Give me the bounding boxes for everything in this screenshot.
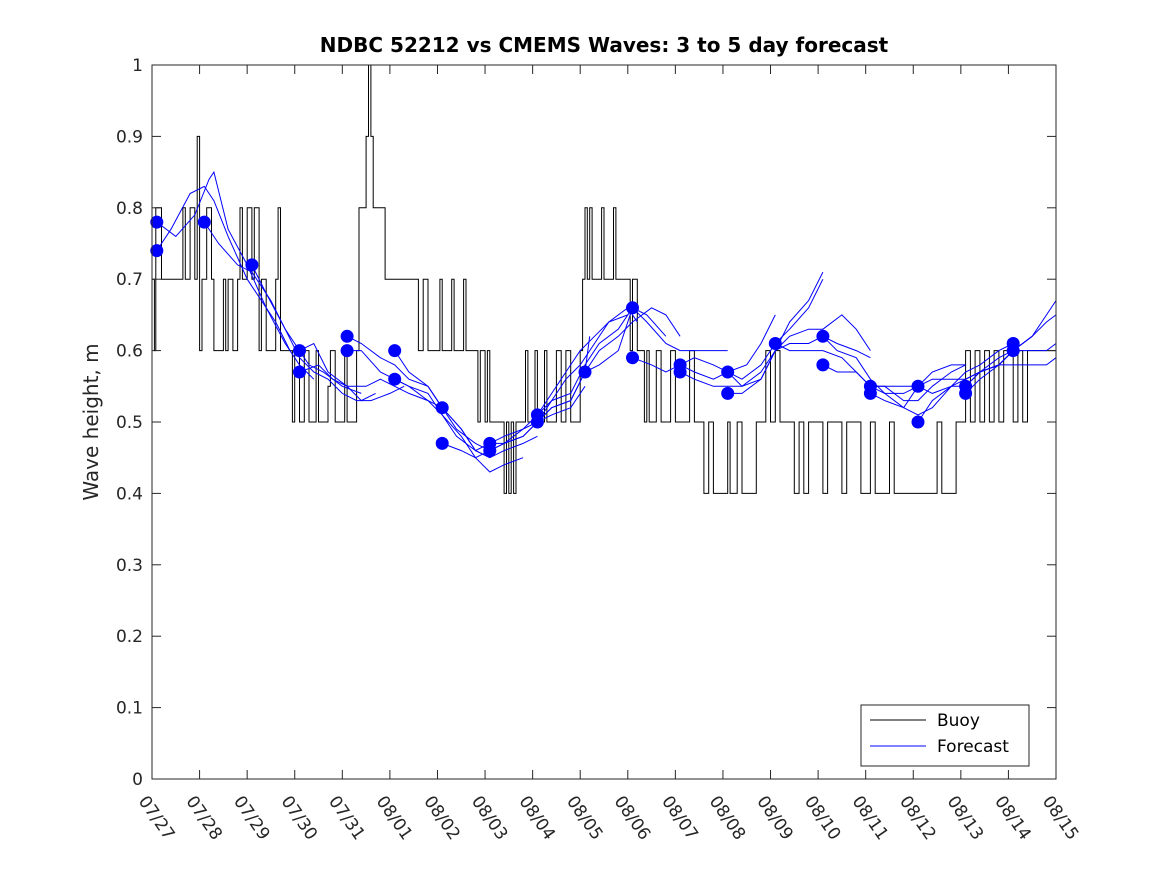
forecast-marker (388, 372, 402, 386)
forecast-marker (150, 215, 164, 229)
forecast-marker (863, 386, 877, 400)
forecast-marker (293, 365, 306, 379)
y-axis-label: Wave height, m (79, 343, 103, 500)
forecast-marker (721, 386, 735, 400)
y-tick-label: 0.3 (116, 556, 143, 576)
forecast-marker (245, 258, 259, 272)
forecast-line-26 (870, 343, 1014, 416)
y-axis-ticks: 0 0.1 0.2 0.3 0.4 0.5 0.6 0.7 0.8 0.9 1 (116, 56, 1056, 790)
y-tick-label: 0.6 (116, 342, 143, 362)
forecast-line-10 (394, 378, 524, 473)
forecast-series (156, 170, 1057, 473)
forecast-line-20 (679, 271, 824, 387)
forecast-line-21 (727, 335, 871, 387)
forecast-line-14 (489, 307, 638, 452)
forecast-marker (435, 436, 449, 450)
forecast-marker (1006, 344, 1020, 358)
forecast-marker (530, 415, 544, 429)
forecast-marker (626, 351, 639, 365)
forecast-line-13 (489, 314, 628, 444)
y-tick-label: 0 (132, 770, 143, 790)
forecast-marker (959, 386, 973, 400)
forecast-markers (150, 215, 1020, 458)
forecast-line-6 (299, 364, 376, 402)
forecast-line-28 (917, 300, 1057, 394)
forecast-line-4 (251, 264, 405, 402)
chart-title: NDBC 52212 vs CMEMS Waves: 3 to 5 day fo… (320, 33, 889, 57)
forecast-line-31 (965, 357, 1057, 394)
forecast-line-23 (775, 343, 918, 387)
forecast-marker (197, 215, 211, 229)
forecast-line-15 (537, 307, 667, 416)
forecast-marker (293, 344, 306, 358)
forecast-marker (483, 444, 497, 458)
forecast-marker (816, 358, 830, 372)
legend-forecast-label: Forecast (937, 737, 1009, 757)
forecast-marker (626, 301, 639, 315)
y-tick-label: 0.9 (116, 127, 143, 147)
forecast-line-5 (299, 342, 443, 409)
legend: Buoy Forecast (860, 704, 1030, 767)
forecast-line-11 (441, 386, 586, 452)
forecast-marker (340, 329, 354, 343)
forecast-marker (388, 344, 402, 358)
forecast-line-17 (584, 306, 728, 373)
forecast-marker (673, 365, 687, 379)
forecast-marker (768, 337, 782, 350)
forecast-marker (816, 329, 830, 343)
forecast-line-16 (537, 307, 681, 423)
forecast-marker (911, 415, 925, 429)
forecast-line-2 (156, 185, 291, 351)
forecast-line-1 (156, 170, 315, 380)
legend-buoy-label: Buoy (937, 711, 980, 731)
forecast-marker (340, 344, 354, 358)
forecast-line-22 (727, 314, 871, 394)
legend-box (860, 704, 1030, 767)
forecast-marker (721, 365, 735, 379)
y-tick-label: 0.7 (116, 270, 143, 290)
y-tick-label: 1 (132, 56, 143, 76)
forecast-line-19 (679, 278, 824, 380)
forecast-marker (578, 365, 592, 379)
y-tick-label: 0.1 (116, 699, 143, 719)
y-tick-label: 0.5 (116, 413, 143, 433)
forecast-marker (150, 244, 164, 258)
forecast-line-18 (632, 314, 776, 373)
forecast-marker (435, 401, 449, 415)
y-tick-label: 0.4 (116, 484, 143, 504)
y-tick-label: 0.8 (116, 199, 143, 219)
y-tick-label: 0.2 (116, 627, 143, 647)
forecast-marker (911, 379, 925, 393)
